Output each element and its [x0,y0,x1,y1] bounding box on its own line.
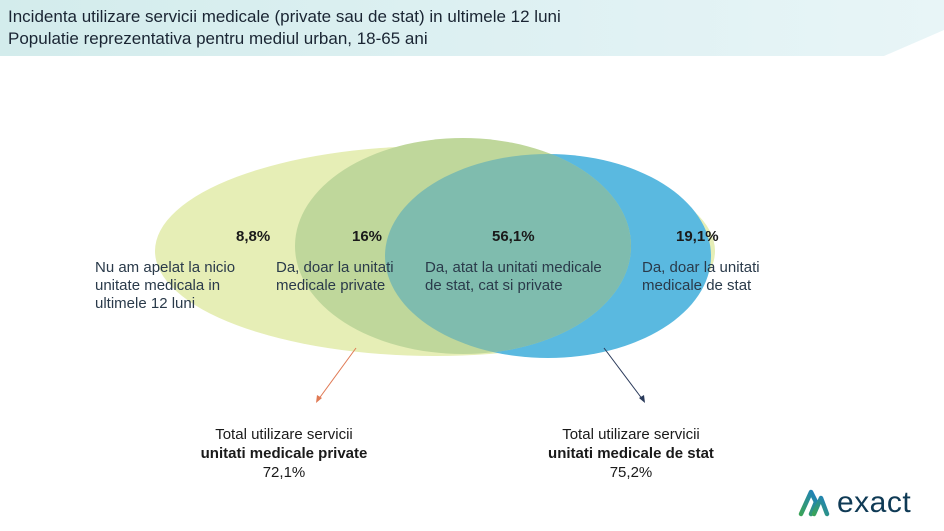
label-private-only-line-2: medicale private [276,277,386,294]
label-state-only: Da, doar la unitati medicale de stat [642,259,760,295]
label-both-line-1: Da, atat la unitati medicale [425,259,602,276]
total-private: Total utilizare servicii unitati medical… [164,425,404,482]
label-none-line-1: Nu am apelat la nicio [95,259,236,276]
total-private-line-2: unitati medicale private [200,445,368,462]
page-title: Incidenta utilizare servicii medicale (p… [8,7,561,26]
exact-logo-icon [798,489,830,517]
arrow-state [603,347,644,401]
arrow-private-head [316,395,322,403]
total-private-line-1: Total utilizare servicii [215,426,353,443]
logo-text: exact [837,486,912,519]
page-subtitle: Populatie reprezentativa pentru mediul u… [8,29,428,48]
label-state-only-line-2: medicale de stat [642,277,752,294]
arrow-private [317,347,357,401]
value-state-only: 19,1% [676,228,719,245]
total-state: Total utilizare servicii unitati medical… [511,425,751,482]
label-none-line-2: unitate medicala in [95,277,221,294]
label-state-only-line-1: Da, doar la unitati [642,259,760,276]
label-none-line-3: ultimele 12 luni [95,295,196,312]
label-both: Da, atat la unitati medicale de stat, ca… [425,259,602,295]
total-state-line-1: Total utilizare servicii [562,426,700,443]
label-both-line-2: de stat, cat si private [425,277,563,294]
overlap-region [385,154,631,354]
header-banner: Incidenta utilizare servicii medicale (p… [0,0,944,56]
value-private-only: 16% [352,228,383,245]
total-state-line-2: unitati medicale de stat [548,445,714,462]
total-state-value: 75,2% [609,464,653,481]
value-both: 56,1% [492,228,535,245]
label-private-only-line-1: Da, doar la unitati [276,259,394,276]
exact-logo: exact [797,486,911,520]
value-none: 8,8% [236,228,271,245]
label-none: Nu am apelat la nicio unitate medicala i… [95,259,235,313]
arrow-state-head [639,395,645,403]
total-private-value: 72,1% [262,464,306,481]
label-private-only: Da, doar la unitati medicale private [276,259,394,295]
